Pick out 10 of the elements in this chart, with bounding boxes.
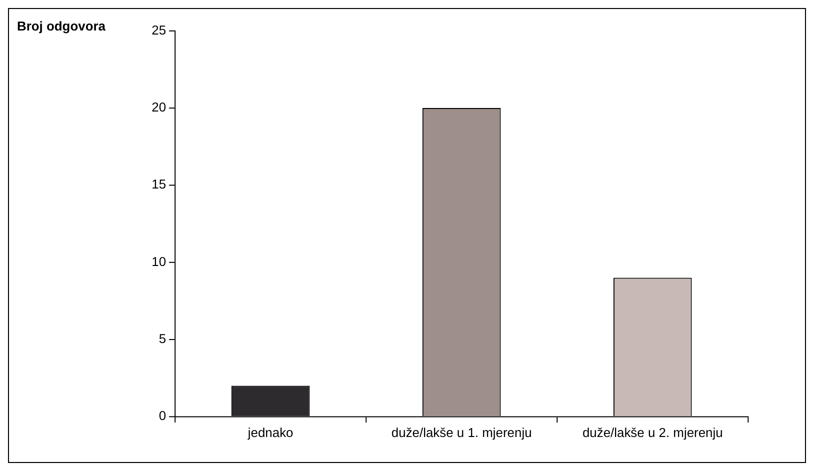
y-tick-label: 15	[152, 176, 166, 192]
x-tick-label: duže/lakše u 1. mjerenju	[391, 424, 532, 440]
y-tick-label: 5	[158, 331, 166, 346]
y-tick-label: 25	[152, 22, 166, 38]
x-tick-label: jednako	[246, 424, 294, 440]
x-tick-label: duže/lakše u 2. mjerenju	[582, 424, 723, 440]
y-tick-label: 10	[152, 254, 166, 269]
y-tick-label: 20	[152, 100, 166, 115]
y-tick-label: 0	[158, 408, 166, 424]
y-axis-title: Broj odgovora	[16, 18, 106, 34]
